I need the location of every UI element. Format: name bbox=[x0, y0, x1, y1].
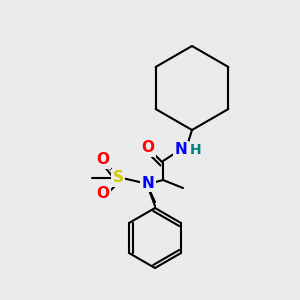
Text: S: S bbox=[112, 170, 124, 185]
Text: O: O bbox=[97, 185, 110, 200]
Text: O: O bbox=[97, 152, 110, 167]
Text: N: N bbox=[142, 176, 154, 190]
Text: H: H bbox=[190, 143, 202, 157]
Text: O: O bbox=[142, 140, 154, 155]
Text: N: N bbox=[175, 142, 188, 158]
